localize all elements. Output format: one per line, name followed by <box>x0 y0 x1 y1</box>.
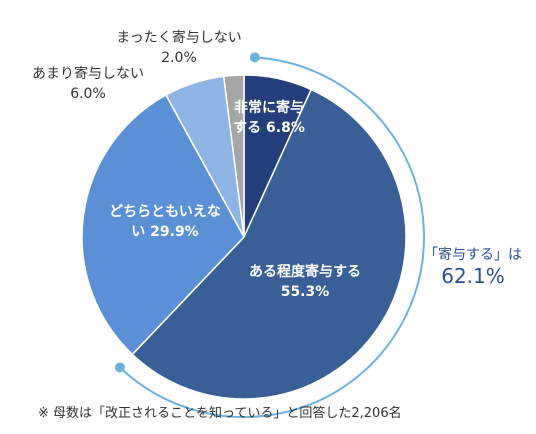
category-label: あまり寄与しない <box>32 66 144 82</box>
category-label: 非常に寄与する <box>233 100 304 136</box>
slice-label: どちらともいえない 29.9% <box>106 202 224 242</box>
pie-slice <box>81 94 245 356</box>
value-label: 6.8% <box>266 120 305 136</box>
value-label: 29.9% <box>150 224 199 240</box>
annotation-arc <box>119 56 425 418</box>
category-label: ある程度寄与する <box>249 264 361 280</box>
annotation-value: 62.1% <box>441 264 505 288</box>
category-label: どちらともいえない <box>109 204 221 240</box>
slice-label: あまり寄与しない 6.0% <box>32 64 144 104</box>
annotation-dot <box>249 52 260 63</box>
annotation-text: 「寄与する」は <box>424 247 522 263</box>
category-label: まったく寄与しない <box>116 30 242 46</box>
pie-slice <box>131 88 407 400</box>
annotation: 「寄与する」は 62.1% <box>424 244 522 288</box>
pie-slice <box>222 74 245 238</box>
annotation-dot <box>114 362 125 373</box>
slice-label: まったく寄与しない 2.0% <box>104 28 254 68</box>
value-label: 2.0% <box>161 50 197 66</box>
value-label: 55.3% <box>280 284 330 300</box>
footnote: ※ 母数は「改正されることを知っている」と回答した2,206名 <box>38 406 402 421</box>
value-label: 6.0% <box>70 86 106 102</box>
slice-label: ある程度寄与する 55.3% <box>240 262 370 302</box>
slice-label: 非常に寄与する 6.8% <box>228 98 310 138</box>
